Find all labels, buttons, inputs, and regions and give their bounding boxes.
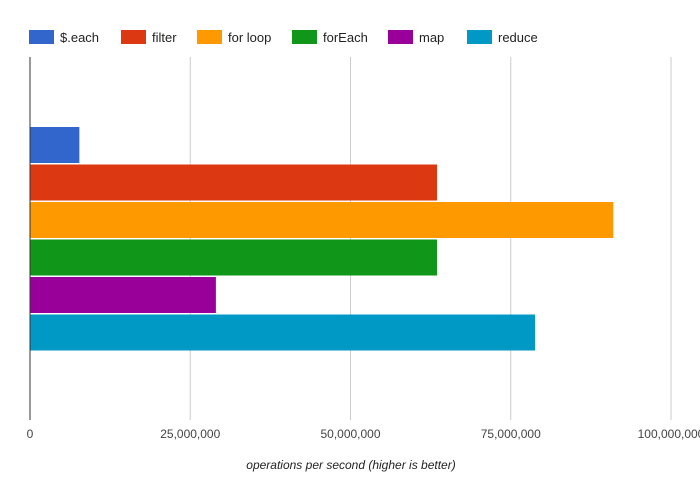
bar-5 <box>30 314 536 351</box>
x-tick-label-3: 75,000,000 <box>481 427 541 441</box>
legend-label-1: filter <box>152 30 177 45</box>
legend-swatch-3 <box>292 30 317 44</box>
legend-swatch-4 <box>388 30 413 44</box>
x-tick-label-0: 0 <box>27 427 34 441</box>
bar-4 <box>30 277 216 313</box>
chart-bars <box>30 127 614 351</box>
legend-swatch-5 <box>467 30 492 44</box>
legend-label-5: reduce <box>498 30 538 45</box>
chart-legend: $.each filter for loop forEach map reduce <box>29 30 538 45</box>
x-axis-title: operations per second (higher is better) <box>246 458 455 472</box>
legend-label-2: for loop <box>228 30 271 45</box>
bar-3 <box>30 239 438 276</box>
bar-2 <box>30 202 614 238</box>
x-tick-label-1: 25,000,000 <box>160 427 220 441</box>
legend-label-4: map <box>419 30 444 45</box>
x-axis-ticks: 0 25,000,000 50,000,000 75,000,000 100,000,0… <box>27 427 700 441</box>
x-tick-label-4: 100,000,000 <box>638 427 700 441</box>
chart-gridlines <box>189 57 672 420</box>
x-tick-label-2: 50,000,000 <box>320 427 380 441</box>
legend-label-3: forEach <box>323 30 368 45</box>
bar-1 <box>30 164 438 201</box>
legend-swatch-2 <box>197 30 222 44</box>
legend-label-0: $.each <box>60 30 99 45</box>
bar-0 <box>30 127 80 163</box>
legend-swatch-1 <box>121 30 146 44</box>
legend-swatch-0 <box>29 30 54 44</box>
